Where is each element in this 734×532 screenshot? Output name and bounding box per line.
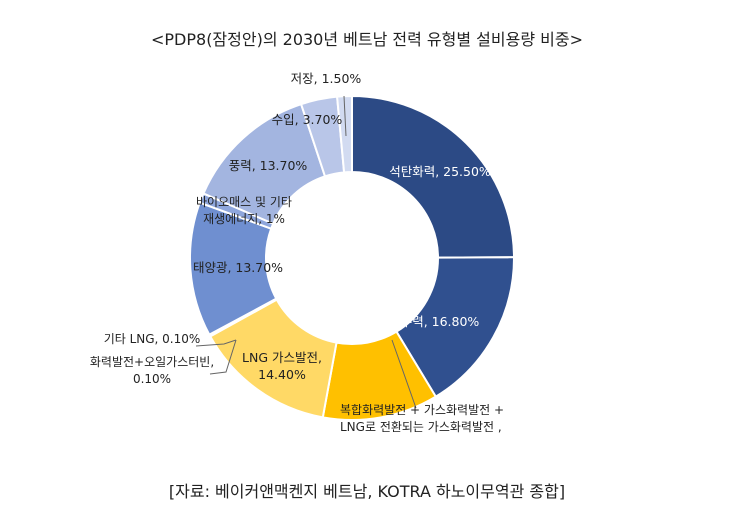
- leader-line-0: [195, 339, 237, 347]
- leader-line-3: [343, 95, 347, 137]
- slice-label-1: 수력, 16.80%: [401, 314, 480, 329]
- slice-10: [336, 94, 353, 174]
- slice-0: [351, 94, 516, 259]
- slice-label-2: 복합화력발전 + 가스화력발전 + LNG로 전환되는 가스화력발전 ,: [340, 403, 504, 434]
- slice-label-7: 바이오매스 및 기타 재생에너지, 1%: [196, 195, 292, 226]
- slice-label-8: 풍력, 13.70%: [229, 158, 308, 173]
- leader-line-1: [209, 339, 237, 375]
- chart-title: <PDP8(잠정안)의 2030년 베트남 전력 유형별 설비용량 비중>: [150, 30, 583, 49]
- slice-label-5: 기타 LNG, 0.10%: [104, 332, 201, 346]
- slice-label-10: 저장, 1.50%: [291, 71, 362, 86]
- leader-line-2: [391, 339, 417, 409]
- slice-label-6: 태양광, 13.70%: [193, 260, 283, 275]
- slice-label-9: 수입, 3.70%: [272, 112, 343, 127]
- slice-label-0: 석탄화력, 25.50%: [389, 164, 491, 179]
- slice-label-4: 화력발전+오일가스터빈, 0.10%: [90, 355, 214, 386]
- slice-label-3: LNG 가스발전, 14.40%: [242, 350, 322, 382]
- chart-source: [자료: 베이커앤맥켄지 베트남, KOTRA 하노이무역관 종합]: [168, 482, 566, 501]
